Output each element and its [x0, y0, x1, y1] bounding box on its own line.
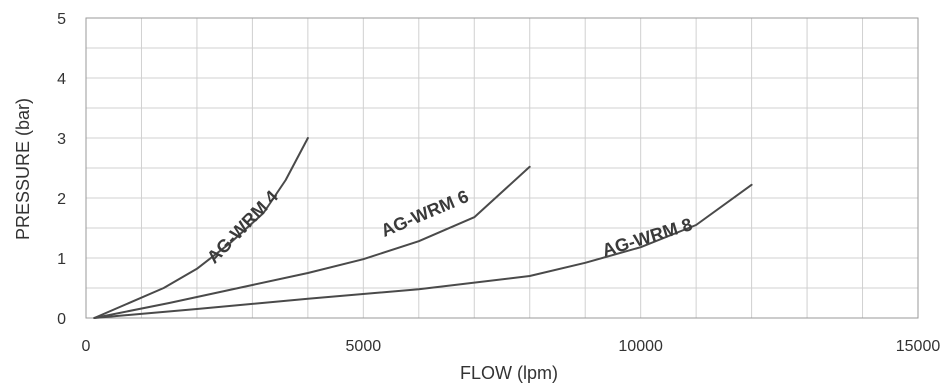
- series-line: [93, 137, 309, 319]
- y-tick-label: 0: [57, 311, 66, 328]
- x-tick-label: 0: [82, 338, 91, 355]
- y-tick-label: 1: [57, 251, 66, 268]
- series-line: [93, 165, 531, 319]
- y-tick-label: 4: [57, 71, 66, 88]
- series-label: AG-WRM 6: [378, 186, 471, 241]
- series-label: AG-WRM 4: [203, 186, 282, 267]
- x-tick-label: 5000: [346, 338, 382, 355]
- grid: [86, 18, 918, 318]
- x-axis-title: FLOW (lpm): [460, 363, 558, 383]
- y-tick-label: 2: [57, 191, 66, 208]
- plot-frame: [85, 17, 919, 319]
- x-tick-label: 15000: [896, 338, 941, 355]
- y-axis-title: PRESSURE (bar): [13, 98, 33, 240]
- x-tick-label: 10000: [618, 338, 663, 355]
- tick-labels: 0 5000 10000 15000 0 1 2 3 4 5: [57, 11, 940, 355]
- y-tick-label: 5: [57, 11, 66, 28]
- series-line: [93, 183, 753, 319]
- series-group: [93, 137, 753, 319]
- series-label: AG-WRM 8: [600, 214, 695, 260]
- y-tick-label: 3: [57, 131, 66, 148]
